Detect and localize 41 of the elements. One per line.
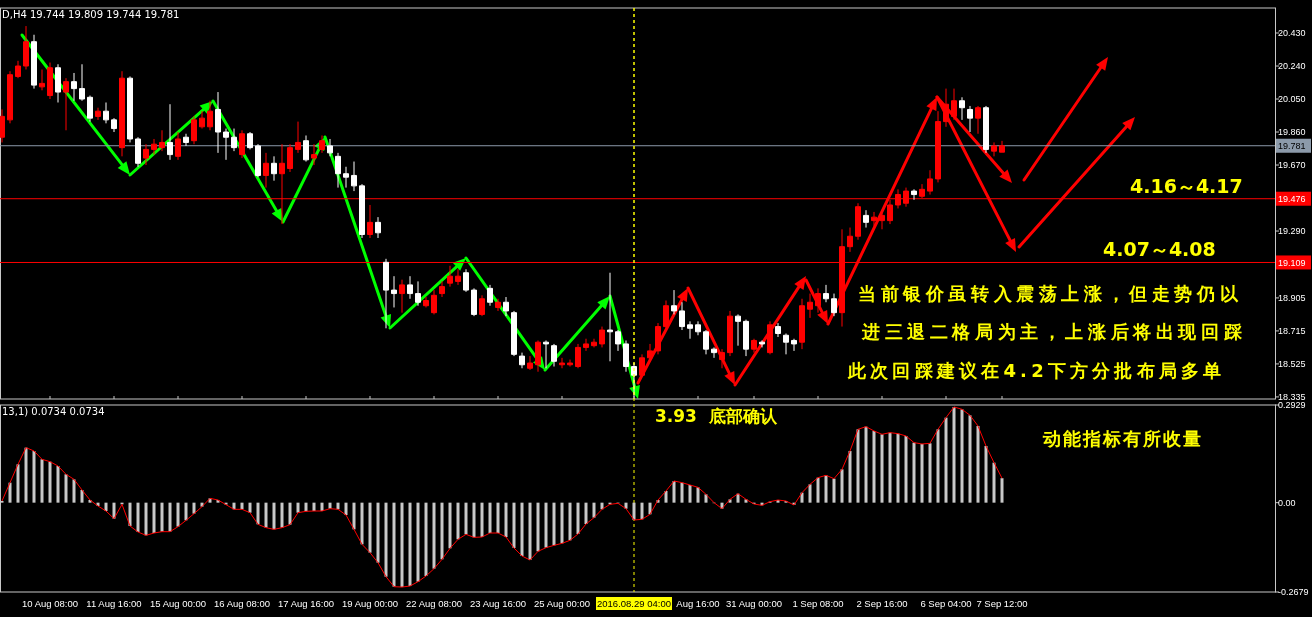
ref-line-label: 19.781	[1278, 140, 1306, 151]
annotation: 当前银价虽转入震荡上涨，但走势仍以	[858, 283, 1243, 304]
y-tick-label: 19.860	[1278, 127, 1306, 138]
y-tick-label: 0.00	[1278, 497, 1296, 508]
y-tick-label: 18.905	[1278, 293, 1306, 304]
x-tick-label: 25 Aug 00:00	[534, 598, 590, 609]
x-tick-label: 22 Aug 08:00	[406, 598, 462, 609]
y-tick-label: 18.715	[1278, 326, 1306, 337]
ref-line-label: 19.109	[1278, 257, 1306, 268]
y-tick-label: 18.525	[1278, 359, 1306, 370]
annotation: 3.93 底部确认	[655, 406, 778, 426]
y-tick-label: 19.290	[1278, 226, 1306, 237]
annotation: 此次回踩建议在4.2下方分批布局多单	[847, 360, 1226, 381]
x-tick-label: 19 Aug 00:00	[342, 598, 398, 609]
x-tick-label: 31 Aug 00:00	[726, 598, 782, 609]
y-tick-label: -0.2679	[1278, 587, 1309, 598]
annotation: 4.07～4.08	[1103, 238, 1216, 260]
y-tick-label: 19.670	[1278, 160, 1306, 171]
x-tick-label: 10 Aug 08:00	[22, 598, 78, 609]
y-tick-label: 20.240	[1278, 61, 1306, 72]
x-tick-label: 11 Aug 16:00	[86, 598, 142, 609]
x-tick-label: 2016.08.29 04:00	[597, 598, 671, 609]
x-tick-label: Aug 16:00	[676, 598, 720, 609]
x-tick-label: 16 Aug 08:00	[214, 598, 270, 609]
x-tick-label: 23 Aug 16:00	[470, 598, 526, 609]
x-tick-label: 17 Aug 16:00	[278, 598, 334, 609]
x-tick-label: 7 Sep 12:00	[976, 598, 1028, 609]
ref-line-label: 19.476	[1278, 193, 1306, 204]
x-tick-label: 6 Sep 04:00	[920, 598, 972, 609]
x-tick-label: 2 Sep 16:00	[856, 598, 908, 609]
x-tick-label: 15 Aug 00:00	[150, 598, 206, 609]
chart-title: D,H4 19.744 19.809 19.744 19.781	[2, 9, 180, 20]
x-tick-label: 1 Sep 08:00	[792, 598, 844, 609]
y-tick-label: 20.050	[1278, 94, 1306, 105]
y-tick-label: 20.430	[1278, 28, 1306, 39]
chart-title: 13,1) 0.0734 0.0734	[2, 406, 105, 417]
annotation: 进三退二格局为主，上涨后将出现回踩	[861, 321, 1247, 342]
y-tick-label: 0.2929	[1278, 400, 1306, 411]
annotation: 动能指标有所收量	[1042, 428, 1203, 449]
y-tick-label: 18.335	[1278, 392, 1306, 403]
annotation: 4.16～4.17	[1130, 175, 1243, 197]
